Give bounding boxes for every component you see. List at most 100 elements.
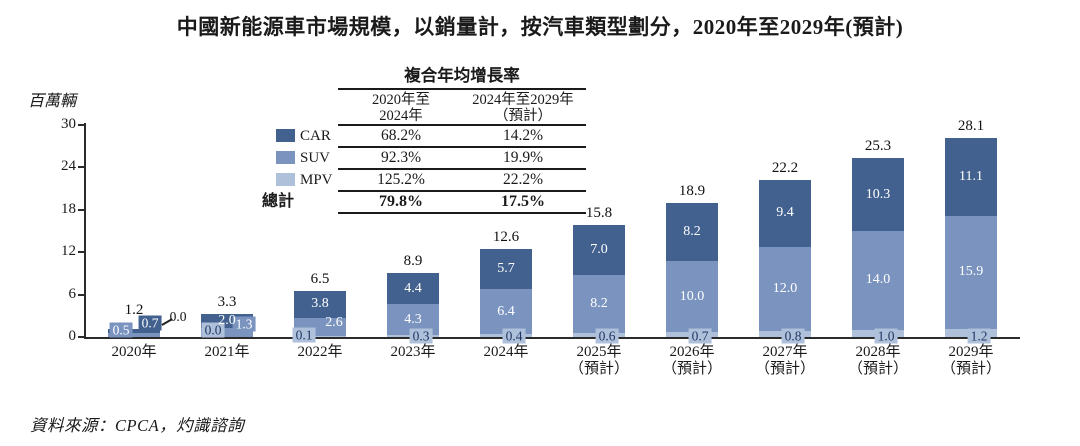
y-axis-line <box>84 123 86 339</box>
x-tick-label: 2024年 <box>459 344 553 361</box>
value-label-car: 10.3 <box>865 186 891 202</box>
x-tick-label: 2026年 （預計） <box>645 344 739 378</box>
cagr-col1-header-line2: 2024年 <box>379 108 423 124</box>
bar-segment-suv <box>852 231 904 330</box>
cagr-total-2020-2024: 79.8% <box>379 193 423 210</box>
bar-segment-suv <box>759 246 811 332</box>
bar-segment-mpv <box>294 336 346 337</box>
x-tick-label: 2021年 <box>180 344 274 361</box>
x-tick-year: 2022年 <box>297 344 343 360</box>
bar-segment-car <box>480 248 532 289</box>
y-tick-label: 12 <box>61 243 76 260</box>
table-rule <box>338 124 586 126</box>
bar-segment-car <box>759 180 811 247</box>
x-tick-label: 2020年 <box>87 344 181 361</box>
cagr-suv-2024-2029: 19.9% <box>502 149 544 166</box>
cagr-total-2024-2029: 17.5% <box>501 193 545 210</box>
bar-segment-suv <box>666 261 718 333</box>
total-value-label: 18.9 <box>678 183 706 200</box>
y-tick-label: 30 <box>61 116 76 132</box>
y-tick-label: 18 <box>61 200 76 217</box>
value-label-suv: 15.9 <box>958 264 984 280</box>
value-label-car: 7.0 <box>590 242 608 258</box>
figure-title: 中國新能源車市場規模，以銷量計，按汽車類型劃分，2020年至2029年(預計) <box>176 15 904 39</box>
cagr-col2-header-line1: 2024年至2029年 <box>472 92 574 108</box>
y-tick-label: 0 <box>68 328 77 344</box>
x-tick-forecast-suffix: （預計） <box>754 361 815 377</box>
value-label-car: 11.1 <box>959 168 983 184</box>
value-label-suv: 4.3 <box>404 311 422 327</box>
bar-segment-car <box>294 291 346 318</box>
y-tick-label: 24 <box>61 158 76 175</box>
legend-swatch-suv <box>276 151 295 164</box>
bar-segment-car <box>666 203 718 262</box>
value-label-suv: 0.5 <box>109 322 133 338</box>
legend-swatch-car <box>276 129 295 142</box>
table-rule <box>338 168 586 170</box>
value-label-mpv: 0.0 <box>169 309 187 324</box>
value-label-car: 8.2 <box>683 224 701 240</box>
total-value-label: 12.6 <box>492 228 520 245</box>
cagr-col2-header-line2: （預計） <box>494 108 552 124</box>
x-tick-year: 2025年 <box>576 344 622 360</box>
table-rule <box>338 88 586 90</box>
table-rule <box>338 146 586 148</box>
x-tick-label: 2022年 <box>273 344 367 361</box>
y-tick-mark <box>78 251 84 254</box>
y-tick-mark <box>78 293 84 296</box>
y-tick-mark <box>78 336 84 338</box>
y-tick-mark <box>78 208 84 211</box>
x-tick-forecast-suffix: （預計） <box>661 361 722 377</box>
value-label-car: 3.8 <box>311 296 329 312</box>
total-value-label: 15.8 <box>585 205 613 222</box>
x-tick-label: 2029年 （預計） <box>924 344 1018 378</box>
value-label-mpv: 0.6 <box>595 328 619 344</box>
x-tick-forecast-suffix: （預計） <box>940 361 1001 377</box>
value-label-suv: 1.3 <box>232 316 256 332</box>
bar-segment-suv <box>573 274 625 333</box>
bar-segment-car <box>108 328 160 334</box>
legend-label-total: 總計 <box>262 193 295 210</box>
value-label-mpv: 0.1 <box>292 327 316 343</box>
total-value-label: 6.5 <box>310 271 330 288</box>
cagr-mpv-2020-2024: 125.2% <box>377 171 425 188</box>
x-tick-label: 2025年 （預計） <box>552 344 646 378</box>
legend-label-suv: SUV <box>300 150 331 166</box>
x-axis-line <box>84 337 1020 339</box>
bar-segment-suv <box>108 333 160 337</box>
x-tick-label: 2023年 <box>366 344 460 361</box>
y-tick-mark <box>78 124 84 126</box>
y-axis-unit-label: 百萬輛 <box>28 93 77 110</box>
y-tick-label: 6 <box>68 285 77 302</box>
legend-swatch-mpv <box>276 173 295 186</box>
value-label-mpv: 1.2 <box>967 328 991 344</box>
cagr-table-title: 複合年均增長率 <box>404 66 520 85</box>
bar-segment-suv <box>480 288 532 335</box>
total-value-label: 25.3 <box>864 138 892 155</box>
value-label-mpv: 0.7 <box>688 328 712 344</box>
total-value-label: 22.2 <box>771 160 799 177</box>
cagr-car-2024-2029: 14.2% <box>502 127 544 144</box>
value-label-car: 5.7 <box>497 260 515 276</box>
value-label-car: 0.7 <box>138 315 162 331</box>
value-label-suv: 12.0 <box>772 280 798 296</box>
bar-segment-car <box>945 137 997 217</box>
legend-label-car: CAR <box>300 128 331 144</box>
cagr-car-2020-2024: 68.2% <box>380 127 422 144</box>
source-note: 資料來源：CPCA，灼識諮詢 <box>30 416 245 435</box>
value-label-suv: 14.0 <box>865 272 891 288</box>
value-label-suv: 8.2 <box>590 295 608 311</box>
value-label-mpv: 0.3 <box>409 328 433 344</box>
x-tick-year: 2020年 <box>111 344 157 360</box>
x-tick-year: 2026年 <box>669 344 715 360</box>
value-label-mpv: 0.0 <box>201 322 225 338</box>
x-tick-year: 2029年 <box>948 344 994 360</box>
value-label-car: 2.0 <box>218 312 236 328</box>
table-rule <box>338 190 586 192</box>
cagr-mpv-2024-2029: 22.2% <box>502 171 544 188</box>
value-label-mpv: 0.8 <box>781 328 805 344</box>
value-label-car: 4.4 <box>404 280 422 296</box>
table-rule <box>338 212 586 214</box>
